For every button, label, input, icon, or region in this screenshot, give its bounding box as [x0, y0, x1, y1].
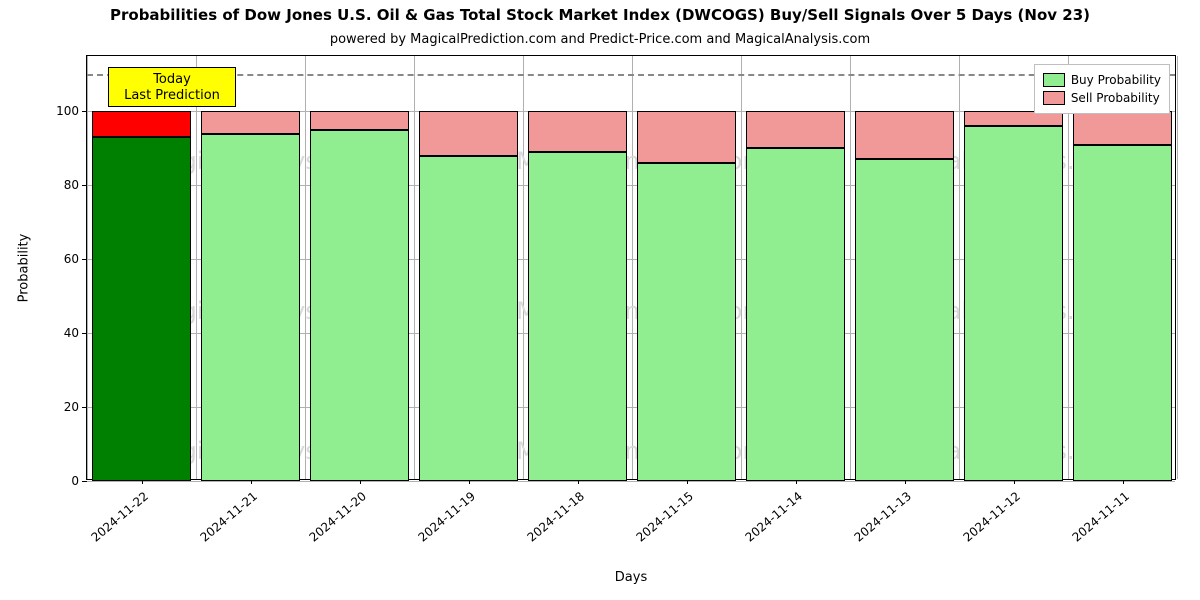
sell-bar — [92, 111, 190, 137]
bar-group — [637, 56, 735, 479]
grid-line-vertical — [632, 56, 633, 479]
annotation-line-1: Today — [153, 72, 191, 87]
y-tick-label: 0 — [71, 474, 79, 488]
buy-bar — [528, 152, 626, 481]
legend-swatch — [1043, 91, 1065, 105]
grid-line-vertical — [87, 56, 88, 479]
buy-bar — [637, 163, 735, 481]
buy-bar — [964, 126, 1062, 481]
buy-bar — [92, 137, 190, 481]
bar-group — [855, 56, 953, 479]
chart-subtitle: powered by MagicalPrediction.com and Pre… — [0, 32, 1200, 47]
grid-line-vertical — [305, 56, 306, 479]
y-tick-mark — [82, 481, 87, 482]
grid-line-vertical — [414, 56, 415, 479]
buy-bar — [855, 159, 953, 481]
bar-group — [310, 56, 408, 479]
bar-group — [746, 56, 844, 479]
grid-line-vertical — [850, 56, 851, 479]
chart-title: Probabilities of Dow Jones U.S. Oil & Ga… — [0, 6, 1200, 24]
legend-label: Sell Probability — [1071, 89, 1160, 107]
x-tick-label: 2024-11-12 — [960, 489, 1022, 545]
plot-area: 0204060801002024-11-222024-11-212024-11-… — [86, 55, 1176, 480]
buy-bar — [310, 130, 408, 481]
legend-item: Sell Probability — [1043, 89, 1161, 107]
buy-bar — [1073, 145, 1171, 481]
sell-bar — [528, 111, 626, 152]
x-tick-label: 2024-11-15 — [633, 489, 695, 545]
sell-bar — [637, 111, 735, 163]
bar-group — [964, 56, 1062, 479]
legend-swatch — [1043, 73, 1065, 87]
sell-bar — [310, 111, 408, 129]
x-tick-label: 2024-11-20 — [306, 489, 368, 545]
legend-label: Buy Probability — [1071, 71, 1161, 89]
sell-bar — [1073, 111, 1171, 144]
reference-line — [87, 74, 1175, 76]
bar-group — [1073, 56, 1171, 479]
buy-bar — [746, 148, 844, 481]
y-tick-label: 20 — [64, 400, 79, 414]
grid-line-vertical — [523, 56, 524, 479]
legend: Buy ProbabilitySell Probability — [1034, 64, 1170, 114]
grid-line-vertical — [741, 56, 742, 479]
legend-item: Buy Probability — [1043, 71, 1161, 89]
x-tick-label: 2024-11-19 — [415, 489, 477, 545]
y-axis-label: Probability — [17, 233, 32, 302]
x-tick-label: 2024-11-13 — [851, 489, 913, 545]
sell-bar — [746, 111, 844, 148]
grid-line-vertical — [959, 56, 960, 479]
grid-line-vertical — [196, 56, 197, 479]
y-tick-label: 40 — [64, 326, 79, 340]
sell-bar — [201, 111, 299, 133]
grid-line-vertical — [1068, 56, 1069, 479]
x-axis-label: Days — [615, 570, 647, 585]
buy-bar — [201, 134, 299, 481]
bar-group — [419, 56, 517, 479]
sell-bar — [419, 111, 517, 155]
x-tick-label: 2024-11-14 — [742, 489, 804, 545]
bar-group — [528, 56, 626, 479]
bar-group — [201, 56, 299, 479]
sell-bar — [855, 111, 953, 159]
buy-bar — [419, 156, 517, 481]
today-annotation: TodayLast Prediction — [108, 67, 236, 107]
y-tick-label: 100 — [56, 104, 79, 118]
x-tick-label: 2024-11-22 — [88, 489, 150, 545]
annotation-line-2: Last Prediction — [124, 88, 220, 103]
x-tick-label: 2024-11-21 — [197, 489, 259, 545]
y-tick-label: 80 — [64, 178, 79, 192]
bar-group — [92, 56, 190, 479]
x-tick-label: 2024-11-11 — [1069, 489, 1131, 545]
grid-line-vertical — [1177, 56, 1178, 479]
y-tick-label: 60 — [64, 252, 79, 266]
x-tick-label: 2024-11-18 — [524, 489, 586, 545]
